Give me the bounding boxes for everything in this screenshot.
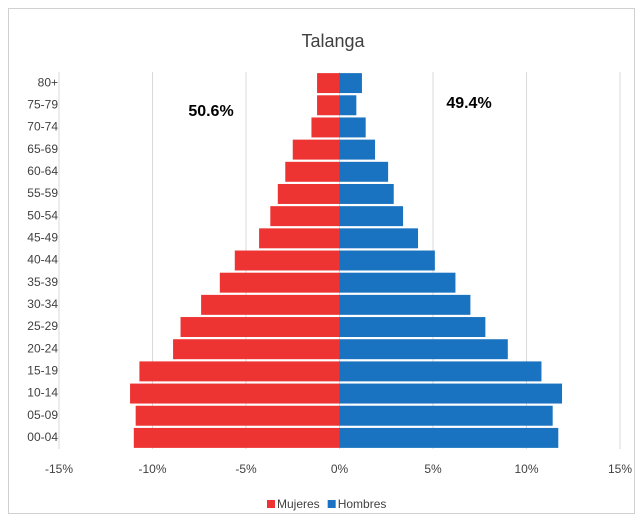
bar	[339, 405, 553, 426]
x-tick-label: -5%	[235, 462, 257, 476]
bar	[277, 183, 340, 204]
bar	[339, 272, 456, 293]
y-tick-label: 35-39	[27, 275, 58, 289]
bar	[339, 139, 376, 160]
bar	[339, 161, 389, 182]
legend-swatch	[267, 500, 275, 508]
y-tick-label: 00-04	[27, 430, 58, 444]
y-tick-label: 80+	[38, 75, 58, 89]
bar	[317, 95, 340, 116]
bar	[219, 272, 340, 293]
bar	[311, 117, 340, 138]
y-tick-label: 25-29	[27, 319, 58, 333]
y-tick-label: 75-79	[27, 97, 58, 111]
legend-label: Mujeres	[277, 497, 320, 511]
bar	[339, 339, 508, 360]
y-tick-label: 30-34	[27, 297, 58, 311]
bar	[270, 206, 340, 227]
annotation: 49.4%	[446, 95, 491, 112]
chart-title: Talanga	[301, 31, 365, 51]
x-tick-label: 15%	[608, 462, 632, 476]
legend-label: Hombres	[338, 497, 387, 511]
bar	[135, 405, 340, 426]
bar	[139, 361, 340, 382]
bar	[339, 95, 357, 116]
bar	[133, 427, 340, 448]
x-tick-label: 0%	[331, 462, 349, 476]
y-tick-label: 15-19	[27, 364, 58, 378]
bar	[317, 73, 340, 94]
x-tick-label: 5%	[424, 462, 442, 476]
bar	[339, 206, 404, 227]
y-tick-label: 50-54	[27, 208, 58, 222]
y-tick-label: 60-64	[27, 164, 58, 178]
bar	[339, 361, 542, 382]
bar	[234, 250, 340, 271]
y-tick-label: 10-14	[27, 386, 58, 400]
bar	[130, 383, 340, 404]
y-tick-label: 65-69	[27, 142, 58, 156]
x-tick-label: -15%	[45, 462, 73, 476]
y-tick-label: 05-09	[27, 408, 58, 422]
bar	[339, 183, 394, 204]
bar	[285, 161, 340, 182]
bar	[339, 427, 559, 448]
y-tick-label: 20-24	[27, 341, 58, 355]
x-tick-label: 10%	[514, 462, 538, 476]
annotation: 50.6%	[188, 103, 233, 120]
bar	[339, 73, 362, 94]
bar	[339, 228, 419, 249]
y-tick-label: 55-59	[27, 186, 58, 200]
y-tick-label: 40-44	[27, 253, 58, 267]
bar	[339, 250, 435, 271]
bar	[339, 317, 486, 338]
bar	[339, 383, 563, 404]
x-tick-label: -10%	[138, 462, 166, 476]
bar	[339, 117, 366, 138]
bar	[201, 294, 340, 315]
bar	[292, 139, 340, 160]
y-tick-label: 45-49	[27, 230, 58, 244]
bar	[173, 339, 340, 360]
bar	[180, 317, 340, 338]
bar	[259, 228, 340, 249]
bar	[339, 294, 471, 315]
y-tick-label: 70-74	[27, 120, 58, 134]
legend-swatch	[327, 500, 336, 508]
